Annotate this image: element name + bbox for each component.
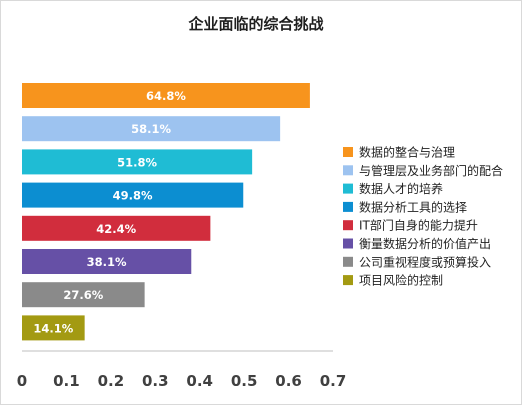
- legend-label-3: 数据人才的培养: [359, 181, 443, 196]
- data-labels-group: 64.8% 58.1% 51.8% 49.8% 42.4% 38.1% 27.6% 14.1%: [33, 89, 186, 335]
- legend-swatch-3: [343, 183, 353, 194]
- chart-title: 企业面临的综合挑战: [187, 15, 323, 33]
- bar-1: [22, 83, 310, 108]
- legend-swatch-7: [343, 256, 353, 267]
- x-tick-label: 0.2: [98, 372, 125, 390]
- bar-5: [22, 215, 211, 241]
- legend-label-5: IT部门自身的能力提升: [359, 218, 478, 233]
- x-tick-label: 0.5: [231, 372, 258, 390]
- bars-group: [22, 83, 310, 341]
- legend-swatch-8: [343, 275, 353, 286]
- legend-label-1: 数据的整合与治理: [359, 145, 455, 160]
- x-tick-label: 0.1: [53, 372, 80, 390]
- bar-3: [22, 149, 253, 175]
- data-label-3: 51.8%: [117, 155, 157, 169]
- legend-swatch-4: [343, 201, 353, 212]
- legend-label-4: 数据分析工具的选择: [359, 199, 467, 214]
- x-tick-label: 0.7: [320, 372, 347, 390]
- data-label-4: 49.8%: [113, 189, 153, 203]
- bar-4: [22, 182, 244, 208]
- legend-label-8: 项目风险的控制: [359, 273, 443, 288]
- x-tick-label: 0.6: [275, 372, 302, 390]
- x-tick-label: 0.3: [142, 372, 169, 390]
- x-axis-ticks: 0 0.1 0.2 0.3 0.4 0.5 0.6 0.7: [17, 372, 347, 390]
- bar-8: [22, 315, 85, 341]
- data-label-6: 38.1%: [87, 255, 127, 269]
- legend-label-6: 衡量数据分析的价值产出: [359, 236, 491, 251]
- bar-7: [22, 282, 145, 308]
- data-label-8: 14.1%: [33, 321, 73, 335]
- x-tick-label: 0: [17, 372, 27, 390]
- data-label-2: 58.1%: [131, 122, 171, 136]
- legend-swatch-6: [343, 238, 353, 249]
- bar-6: [22, 249, 192, 274]
- data-label-5: 42.4%: [96, 222, 136, 236]
- legend-swatch-1: [343, 147, 353, 157]
- legend-swatch-2: [343, 165, 353, 176]
- data-label-1: 64.8%: [146, 89, 186, 103]
- data-label-7: 27.6%: [63, 288, 103, 302]
- legend-label-2: 与管理层及业务部门的配合: [359, 163, 503, 178]
- legend-swatch-5: [343, 220, 353, 231]
- bar-2: [22, 116, 281, 142]
- legend-label-7: 公司重视程度或预算投入: [359, 254, 491, 269]
- x-tick-label: 0.4: [186, 372, 213, 390]
